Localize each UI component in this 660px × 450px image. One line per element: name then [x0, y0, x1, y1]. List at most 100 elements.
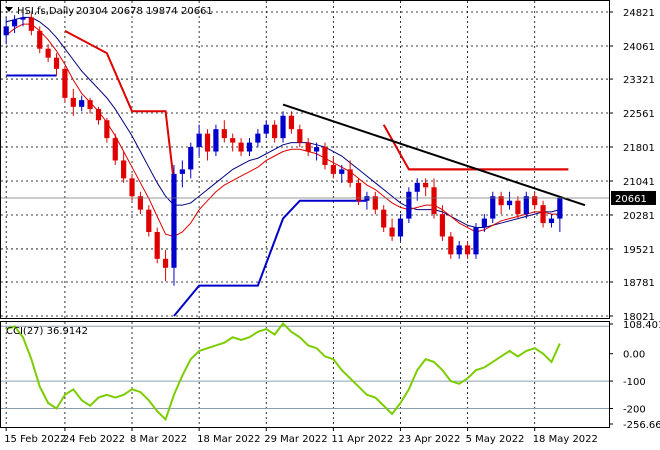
dropdown-triangle-icon	[5, 7, 13, 12]
candle-down	[204, 133, 211, 152]
current-price-value: 20661	[615, 194, 647, 205]
candle-up	[364, 196, 370, 201]
candle-down	[146, 209, 152, 232]
candles	[3, 12, 563, 286]
y-tick-label: 22561	[623, 109, 655, 120]
candle-down	[53, 57, 60, 69]
cci-title: CCI(27) 36.9142	[6, 326, 88, 337]
candle-up	[414, 182, 420, 192]
candle-down	[540, 205, 546, 224]
candle-up	[523, 196, 529, 215]
y-tick-label: 18781	[623, 278, 655, 289]
candle-down	[439, 214, 446, 237]
cci-y-tick-label: -100	[623, 377, 646, 388]
ohlc-label: 20304 20678 19874 20661	[76, 6, 213, 17]
red-stop-line	[64, 29, 175, 183]
candle-down	[70, 97, 76, 107]
cci-panel: 108.4017 0.00 -100 -200 -256.664 CCI(27) 36.…	[0, 320, 660, 431]
candle-down	[288, 115, 295, 130]
y-tick-label: 20281	[623, 211, 655, 222]
candle-up	[255, 133, 261, 143]
candle-down	[28, 17, 34, 31]
candle-up	[397, 218, 404, 237]
candle-up	[213, 129, 219, 152]
y-tick-label: 21041	[623, 177, 655, 188]
candle-up	[171, 173, 177, 268]
price-gridlines	[1, 1, 609, 318]
candle-down	[347, 169, 353, 183]
candle-down	[297, 129, 303, 143]
candle-down	[154, 231, 160, 259]
candle-down	[137, 196, 144, 210]
candle-down	[381, 209, 387, 228]
y-tick-label: 18021	[623, 312, 655, 323]
candle-down	[62, 68, 68, 98]
candle-down	[129, 178, 135, 197]
y-tick-label: 24061	[623, 42, 655, 53]
candle-down	[121, 160, 127, 179]
y-tick-label: 21801	[623, 143, 655, 154]
x-tick-label: 8 Mar 2022	[130, 434, 187, 445]
header: HSI,fs,Daily 20304 20678 19874 20661	[5, 6, 213, 17]
candle-down	[423, 182, 429, 188]
slow-ma-line	[6, 16, 560, 229]
candle-down	[87, 100, 93, 110]
price-panel-frame	[0, 0, 610, 319]
x-tick-label: 5 May 2022	[466, 434, 525, 445]
candle-up	[406, 191, 412, 219]
candle-up	[557, 197, 563, 219]
candle-down	[372, 196, 378, 210]
candle-up	[3, 26, 9, 36]
trend-line	[282, 103, 586, 207]
candle-down	[305, 142, 311, 152]
candle-down	[112, 138, 118, 161]
candle-up	[313, 147, 320, 152]
x-tick-label: 15 Feb 2022	[4, 434, 66, 445]
candle-down	[498, 196, 504, 206]
cci-levels	[1, 325, 609, 409]
y-tick-label: 23321	[623, 75, 655, 86]
x-tick-label: 29 Mar 2022	[264, 434, 327, 445]
candle-down	[431, 187, 437, 215]
x-tick-label: 11 Apr 2022	[331, 434, 393, 445]
candle-up	[473, 227, 479, 255]
candle-up	[20, 17, 26, 20]
candle-up	[246, 142, 253, 152]
down-trend-line	[282, 103, 586, 207]
candle-down	[330, 164, 336, 174]
candle-up	[548, 218, 555, 224]
candle-down	[464, 245, 471, 255]
cci-y-tick-label: -256.664	[623, 420, 660, 431]
x-tick-label: 23 Apr 2022	[398, 434, 460, 445]
candle-down	[355, 182, 362, 201]
candle-down	[45, 48, 51, 58]
cci-y-tick-label: 108.4017	[623, 320, 660, 331]
price-axis: 24821 24061 23321 22561 21801 21041 20281 19521…	[609, 8, 655, 323]
y-tick-label: 19521	[623, 245, 655, 256]
current-price-tag: 20661	[611, 190, 656, 205]
x-tick-label: 18 May 2022	[533, 434, 598, 445]
cci-axis: 108.4017 0.00 -100 -200 -256.664	[609, 320, 660, 431]
candle-down	[272, 124, 278, 139]
candle-up	[490, 196, 496, 219]
candle-down	[322, 147, 328, 165]
candle-up	[280, 115, 286, 139]
candle-up	[263, 124, 269, 134]
candle-up	[11, 19, 18, 27]
blue-stop-line	[173, 199, 367, 317]
cci-panel-frame	[0, 321, 610, 428]
symbol-label: HSI,fs,Daily	[17, 6, 74, 17]
cci-y-tick-label: 0.00	[623, 350, 645, 361]
x-tick-label: 18 Mar 2022	[197, 434, 260, 445]
candle-down	[95, 109, 102, 121]
candle-up	[456, 245, 462, 255]
candle-down	[515, 200, 521, 215]
current-price-box	[611, 190, 656, 205]
x-tick-label: 24 Feb 2022	[63, 434, 125, 445]
candle-up	[179, 169, 185, 174]
candle-down	[104, 120, 110, 139]
cci-series-line	[5, 322, 561, 422]
candle-down	[238, 142, 244, 152]
